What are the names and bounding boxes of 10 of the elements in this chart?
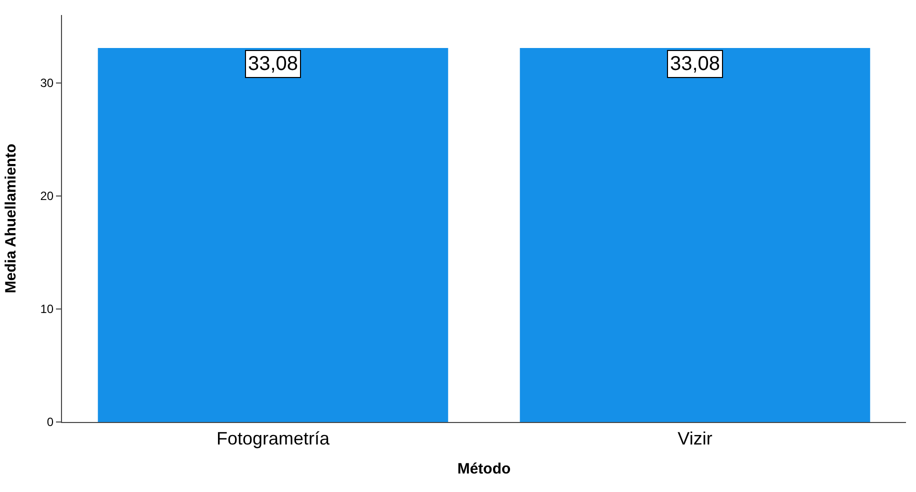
y-tick-label: 20 xyxy=(40,189,54,204)
y-tick-label: 10 xyxy=(40,302,54,316)
data-label: 33,08 xyxy=(670,53,720,75)
x-tick-label: Vizir xyxy=(678,428,712,449)
y-axis-title: Media Ahuellamiento xyxy=(2,144,20,294)
y-tick-label: 30 xyxy=(40,76,54,90)
x-tick-label: Fotogrametría xyxy=(216,428,331,449)
x-axis-title: Método xyxy=(457,460,511,478)
data-label: 33,08 xyxy=(248,53,298,75)
y-tick-label: 0 xyxy=(46,415,54,430)
